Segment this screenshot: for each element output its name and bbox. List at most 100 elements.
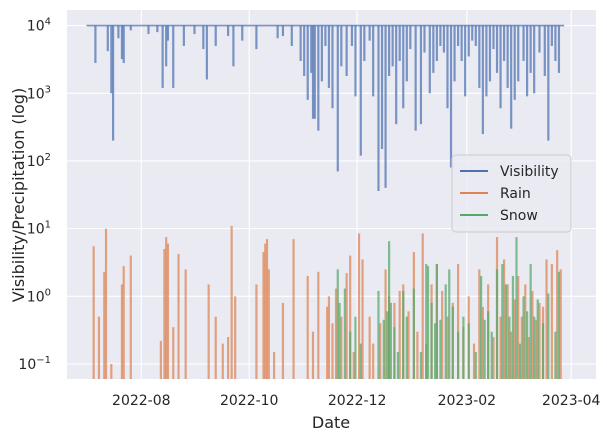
visibility-dip — [354, 25, 357, 97]
rain-spike — [92, 246, 95, 379]
visibility-dip — [112, 25, 115, 141]
visibility-dip — [165, 25, 168, 67]
snow-spike — [511, 275, 515, 379]
visibility-dip — [522, 25, 525, 61]
visibility-dip — [428, 25, 431, 94]
series-visibility — [86, 24, 565, 191]
visibility-dip — [120, 25, 124, 60]
snow-spike — [522, 296, 525, 379]
rain-spike — [457, 264, 460, 379]
y-axis-label: Visibility/Precipitation (log) — [9, 88, 28, 302]
visibility-dip — [529, 25, 532, 73]
visibility-dip — [538, 25, 541, 53]
rain-spike — [349, 255, 352, 379]
visibility-dip — [227, 25, 230, 37]
visibility-dip — [423, 25, 426, 53]
visibility-dip — [409, 25, 412, 50]
snow-spike — [396, 352, 400, 379]
visibility-dip — [214, 25, 217, 46]
visibility-dip — [510, 25, 513, 129]
snow-spike — [377, 290, 380, 379]
visibility-dip — [474, 25, 477, 46]
rain-spike — [122, 266, 125, 379]
rain-spike — [110, 363, 113, 379]
visibility-dip — [313, 25, 316, 119]
snow-spike — [359, 343, 362, 379]
rain-spike — [538, 302, 541, 379]
visibility-dip — [377, 25, 380, 191]
rain-spike — [234, 296, 237, 379]
legend-box — [451, 154, 572, 233]
visibility-dip — [311, 25, 315, 119]
rain-spike — [345, 273, 348, 379]
y-tick-exponent: 3 — [45, 84, 51, 95]
snow-spike — [382, 319, 385, 379]
visibility-dip — [481, 25, 484, 135]
rain-spike — [372, 343, 375, 379]
visibility-dip — [439, 25, 442, 46]
snow-spike — [487, 311, 490, 379]
y-tick-base: 10 — [27, 86, 45, 102]
visibility-dip — [193, 25, 196, 35]
visibility-dip — [388, 25, 391, 76]
visibility-dip — [281, 25, 285, 37]
snow-spike — [336, 269, 339, 379]
rain-spike — [230, 225, 233, 379]
rain-spike — [326, 306, 329, 379]
visibility-dip — [336, 25, 339, 172]
snow-spike — [536, 299, 539, 379]
snow-spike — [483, 319, 486, 379]
visibility-dip — [503, 25, 506, 61]
visibility-dip — [533, 25, 536, 94]
rain-spike — [184, 269, 187, 379]
rain-spike — [265, 239, 269, 379]
rain-spike — [352, 352, 355, 379]
rain-spike — [177, 254, 180, 379]
series-layer — [86, 24, 565, 379]
rain-spike — [214, 316, 217, 379]
snow-spike — [338, 302, 341, 379]
series-snow — [336, 237, 561, 379]
y-tick-label: 103 — [27, 84, 51, 102]
rain-spike — [446, 316, 449, 379]
visibility-dip — [513, 25, 516, 100]
visibility-dip — [172, 25, 175, 88]
y-tick-base: 10 — [27, 19, 45, 35]
snow-spike — [439, 319, 442, 379]
rain-spike — [368, 316, 371, 379]
y-tick-label: 10−1 — [18, 355, 51, 373]
visibility-dip — [306, 25, 309, 100]
snow-spike — [480, 275, 483, 379]
y-tick-exponent: 0 — [45, 287, 51, 298]
snow-spike — [430, 302, 433, 379]
rain-spike — [207, 284, 210, 379]
visibility-dip — [453, 25, 456, 82]
visibility-dip — [202, 25, 205, 50]
rain-spike — [97, 316, 101, 379]
y-tick-base: 10 — [27, 289, 45, 305]
rain-spike — [524, 284, 527, 379]
rain-spike — [398, 290, 401, 379]
visibility-dip — [402, 25, 405, 109]
visibility-dip — [117, 25, 120, 39]
rain-spike — [120, 284, 124, 379]
x-tick-label: 2022-12 — [328, 393, 387, 409]
rain-spike — [166, 243, 170, 379]
snow-spike — [386, 311, 389, 379]
visibility-dip — [368, 25, 371, 41]
snow-spike — [508, 316, 511, 379]
x-tick-label: 2022-10 — [220, 393, 279, 409]
snow-spike — [490, 331, 493, 379]
rain-spike — [104, 228, 108, 379]
snow-spike — [388, 241, 391, 379]
rain-spike — [281, 302, 285, 379]
visibility-dip — [492, 25, 495, 50]
visibility-dip — [324, 25, 327, 46]
snow-spike — [434, 323, 437, 379]
x-axis-label: Date — [312, 413, 350, 432]
y-tick-base: 10 — [27, 222, 45, 238]
y-tick-exponent: 4 — [45, 17, 51, 28]
rain-spike — [262, 252, 265, 379]
rain-spike — [421, 233, 424, 379]
snow-spike — [518, 343, 522, 379]
